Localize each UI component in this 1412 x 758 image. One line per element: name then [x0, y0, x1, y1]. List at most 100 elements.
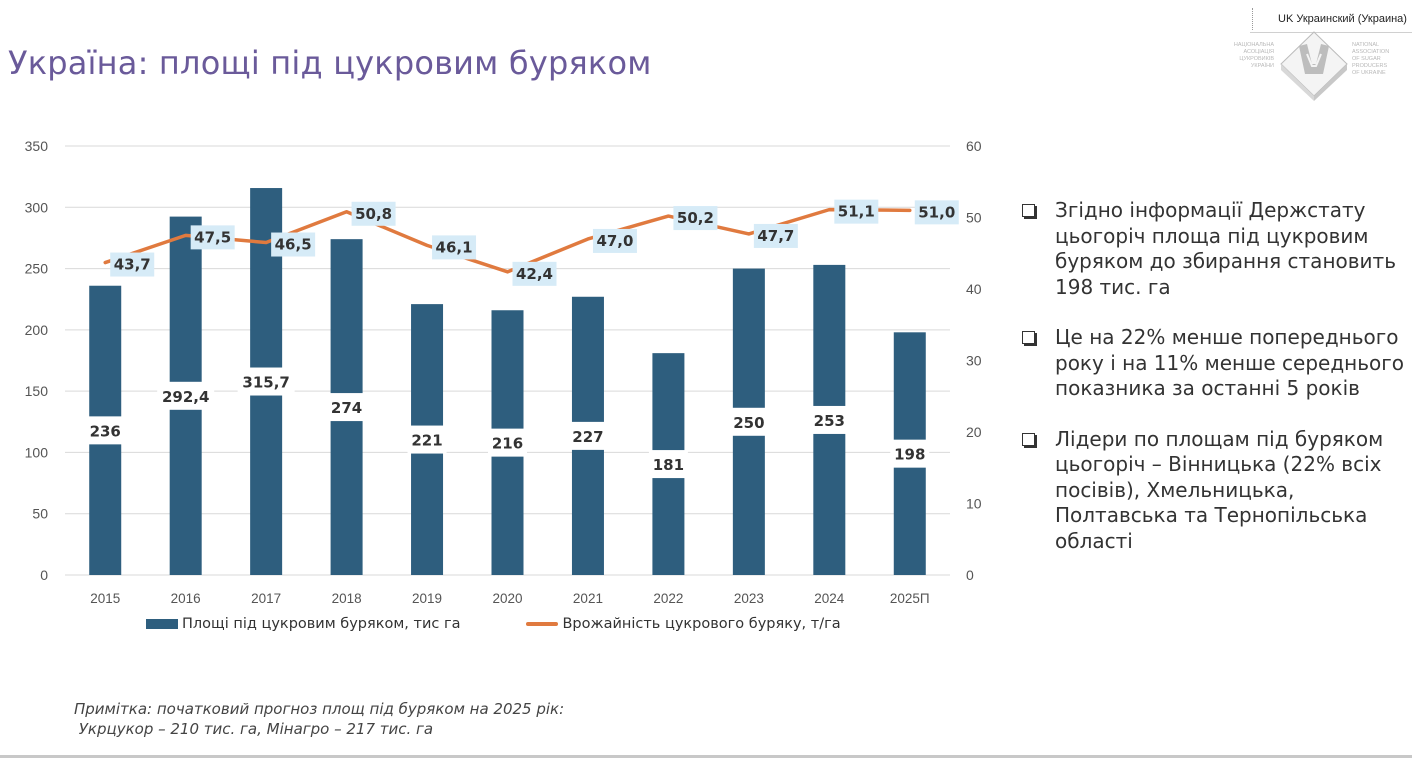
bottom-border — [0, 755, 1412, 758]
logo-text-line: НАЦІОНАЛЬНА — [1233, 42, 1274, 48]
bar-label-bg — [237, 367, 295, 396]
logo-text-ukrainian: НАЦІОНАЛЬНА АСОЦІАЦІЯ ЦУКРОВИКІВ УКРАЇНИ — [1224, 42, 1274, 70]
footnote-line: Укрцукор – 210 тис. га, Мінагро – 217 ти… — [74, 720, 434, 738]
bar-data-label: 181 — [653, 456, 684, 474]
x-axis-tick-label: 2015 — [90, 591, 120, 606]
bar-data-label: 253 — [814, 412, 845, 430]
toolbar-divider — [1252, 8, 1254, 30]
bar-label-bg — [648, 450, 688, 479]
right-axis-tick-label: 60 — [966, 138, 982, 154]
bar-label-bg — [568, 421, 608, 450]
left-axis-tick-label: 300 — [25, 199, 49, 215]
line-label-bg — [110, 252, 155, 277]
line-data-label: 47,0 — [596, 232, 633, 250]
line-label-bg — [673, 206, 718, 231]
right-axis-tick-label: 20 — [966, 424, 982, 440]
key-point: Це на 22% менше попереднього року і на 1… — [1022, 325, 1407, 402]
line-data-label: 47,5 — [194, 228, 231, 246]
association-logo: НАЦІОНАЛЬНА АСОЦІАЦІЯ ЦУКРОВИКІВ УКРАЇНИ… — [1224, 30, 1412, 102]
right-axis-tick-label: 30 — [966, 353, 982, 369]
bar-data-label: 216 — [492, 435, 523, 453]
logo-text-line: OF UKRAINE — [1352, 70, 1386, 76]
key-point: Лідери по площам під буряком цьогоріч – … — [1022, 427, 1407, 555]
right-axis-tick-label: 50 — [966, 210, 982, 226]
language-indicator[interactable]: UK Украинский (Украина) — [1278, 13, 1407, 25]
left-axis-tick-label: 0 — [40, 567, 48, 583]
bar-label-bg — [157, 381, 215, 410]
line-label-bg — [753, 223, 798, 248]
logo-text-line: ЦУКРОВИКІВ — [1239, 56, 1274, 62]
chart-legend: Площі під цукровим буряком, тис га Врожа… — [146, 616, 841, 632]
checkbox-bullet-icon — [1022, 331, 1035, 344]
logo-text-line: NATIONAL — [1352, 42, 1380, 48]
checkbox-bullet-icon — [1022, 432, 1035, 446]
combo-chart: 0 50 100 150 200 250 300 350 0 10 20 30 40 50 60 236 2… — [25, 138, 982, 606]
x-axis-ticks: 2015 2016 2017 2018 2019 2020 2021 2022 2023 2024… — [90, 591, 929, 606]
bar-data-label: 315,7 — [242, 374, 289, 392]
bar-data-label: 236 — [90, 422, 121, 440]
line-label-bg — [592, 228, 637, 253]
left-axis-tick-label: 150 — [25, 383, 49, 399]
bar-label-bg — [729, 407, 769, 436]
bar-label-bg — [327, 393, 367, 422]
bar-label-bg — [890, 439, 930, 468]
left-axis-tick-label: 50 — [32, 506, 48, 522]
line-data-label: 51,1 — [838, 203, 875, 221]
right-axis-ticks: 0 10 20 30 40 50 60 — [966, 138, 982, 583]
bar-data-label: 292,4 — [162, 388, 209, 406]
bar-data-label: 198 — [894, 446, 925, 464]
x-axis-tick-label: 2022 — [653, 591, 683, 606]
line-data-label: 42,4 — [516, 265, 553, 283]
logo-text-line: АСОЦІАЦІЯ — [1243, 49, 1274, 55]
right-axis-tick-label: 0 — [966, 567, 974, 583]
logo-text-line: ASSOCIATION — [1352, 49, 1390, 55]
line-label-bg — [271, 232, 316, 257]
legend-swatch-line — [526, 622, 559, 626]
bar-label-bg — [488, 428, 527, 457]
legend-label-yield: Врожайність цукрового буряку, т/га — [562, 616, 841, 632]
footnote: Примітка: початковий прогноз площ під бу… — [74, 699, 564, 739]
line-data-label: 47,7 — [757, 227, 794, 245]
logo-emblem-icon — [1280, 31, 1348, 101]
logo-text-line: УКРАЇНИ — [1250, 63, 1274, 69]
x-axis-tick-label: 2021 — [573, 591, 603, 606]
key-point: Згідно інформації Держстату цьогоріч пло… — [1022, 198, 1407, 300]
line-data-label: 50,2 — [677, 209, 714, 227]
line-label-bg — [834, 199, 879, 224]
right-axis-tick-label: 40 — [966, 281, 982, 297]
x-axis-tick-label: 2016 — [171, 591, 201, 606]
left-axis-tick-label: 100 — [25, 444, 49, 460]
left-axis-tick-label: 350 — [25, 138, 49, 154]
bar-data-label: 221 — [411, 432, 442, 450]
left-axis-tick-label: 200 — [25, 322, 49, 338]
key-points-list: Згідно інформації Держстату цьогоріч пло… — [1022, 198, 1407, 579]
line-data-labels: 43,7 47,5 46,5 50,8 46,1 42,4 47,0 50,2 47,7 51,1… — [110, 199, 959, 286]
x-axis-tick-label: 2018 — [332, 591, 362, 606]
legend-label-area: Площі під цукровим буряком, тис га — [182, 616, 461, 632]
key-point-text: Згідно інформації Держстату цьогоріч пло… — [1055, 198, 1396, 299]
x-axis-tick-label: 2025П — [890, 591, 930, 606]
line-data-label: 43,7 — [114, 256, 151, 274]
right-axis-tick-label: 10 — [966, 496, 982, 512]
bar-label-bg — [407, 425, 447, 454]
line-data-label: 51,0 — [918, 203, 955, 221]
line-label-bg — [432, 235, 477, 260]
line-label-bg — [351, 201, 396, 226]
x-axis-tick-label: 2020 — [492, 591, 522, 606]
bar-data-label: 274 — [331, 399, 362, 417]
logo-text-line: OF SUGAR — [1352, 56, 1381, 62]
left-axis-tick-label: 250 — [25, 261, 49, 277]
left-axis-ticks: 0 50 100 150 200 250 300 350 — [25, 138, 49, 583]
key-point-text: Це на 22% менше попереднього року і на 1… — [1055, 325, 1405, 400]
bar-label-bg — [85, 416, 125, 445]
x-axis-tick-label: 2017 — [251, 591, 281, 606]
line-data-label: 46,1 — [436, 238, 473, 256]
bar-data-label: 250 — [733, 414, 764, 432]
page-title: Україна: площі під цукровим буряком — [8, 44, 652, 82]
logo-text-english: NATIONAL ASSOCIATION OF SUGAR PRODUCERS … — [1352, 42, 1412, 77]
footnote-line: Примітка: початковий прогноз площ під бу… — [74, 700, 565, 718]
key-point-text: Лідери по площам під буряком цьогоріч – … — [1055, 426, 1384, 553]
line-data-label: 46,5 — [275, 236, 312, 254]
line-label-bg — [914, 200, 959, 225]
x-axis-tick-label: 2019 — [412, 591, 442, 606]
